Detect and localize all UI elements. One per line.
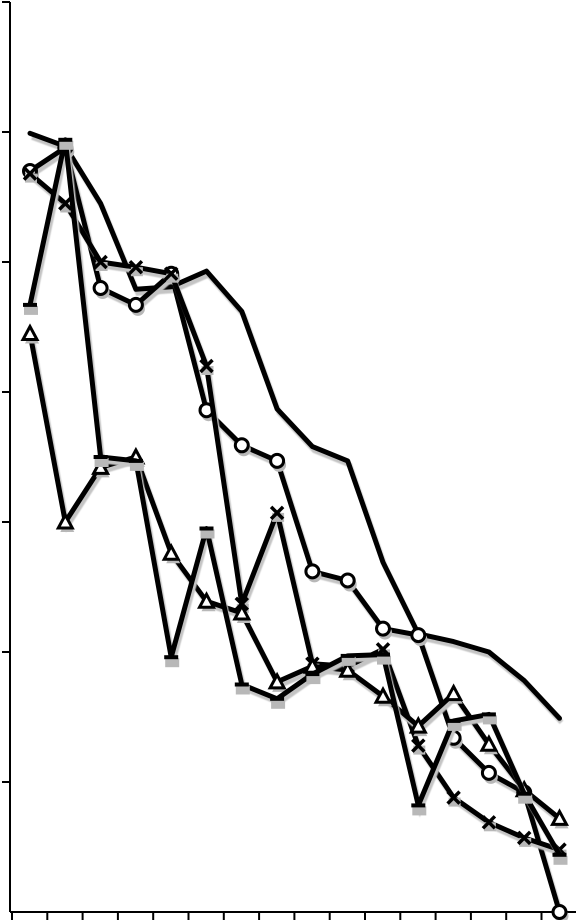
series-4-point-6 <box>196 591 217 609</box>
series-2-point-9 <box>304 563 321 580</box>
series-layer <box>20 130 570 920</box>
series-3-point-15 <box>516 830 532 846</box>
series-3-point-5 <box>163 266 179 281</box>
series-4-point-12 <box>408 715 428 734</box>
series-5-point-2-shadow <box>59 140 74 150</box>
series-3-point-3 <box>93 254 108 270</box>
series-2-point-8 <box>269 452 286 469</box>
series-3-point-14-shadow <box>483 822 496 832</box>
series-2-point-12 <box>410 627 427 644</box>
series-3-point-13-shadow <box>448 797 461 807</box>
series-2-line <box>27 145 562 915</box>
series-5-point-6-shadow <box>200 529 215 539</box>
series-3-point-8 <box>269 505 285 521</box>
series-4-point-1 <box>20 323 40 341</box>
series-5-bar <box>23 137 568 865</box>
series-3-point-5-shadow <box>166 273 179 283</box>
series-2-point-14 <box>480 764 497 781</box>
series-3-point-12 <box>411 738 426 753</box>
series-5-point-1-shadow <box>24 305 38 315</box>
series-3-point-3-shadow <box>95 262 108 271</box>
series-2-point-3 <box>92 280 109 296</box>
series-3-point-4 <box>128 259 144 275</box>
series-3-line <box>27 171 562 853</box>
series-3-point-15-shadow <box>519 837 532 847</box>
series-2-point-11 <box>375 620 391 637</box>
series-5-point-12-shadow <box>412 806 427 816</box>
series-3-point-1-shadow <box>25 173 37 183</box>
series-3-point-13 <box>446 790 461 805</box>
series-4-point-8 <box>267 671 287 690</box>
series-3-point-2 <box>58 196 73 211</box>
series-1-line <box>27 130 562 721</box>
series-4-point-13 <box>444 683 464 702</box>
series-4-point-16 <box>549 808 570 826</box>
series-2-point-16 <box>551 904 568 920</box>
series-1-none <box>27 130 564 725</box>
series-4-point-2 <box>55 511 75 530</box>
series-5-point-5-shadow <box>165 658 180 668</box>
series-5-point-4-shadow <box>129 461 144 471</box>
series-5-point-16-shadow <box>553 855 568 865</box>
series-4-point-5 <box>161 543 181 561</box>
series-5-point-14-shadow <box>482 715 497 725</box>
series-3-point-12-shadow <box>413 745 426 755</box>
series-5-point-7-shadow <box>235 685 250 695</box>
series-5-point-3-shadow <box>94 458 109 467</box>
series-5-point-13-shadow <box>447 721 462 731</box>
series-3-point-1 <box>22 166 38 181</box>
series-4-point-11 <box>373 686 393 704</box>
series-5-point-10-shadow <box>341 656 356 666</box>
series-4-point-10 <box>338 660 358 678</box>
series-2-point-4 <box>127 296 144 313</box>
series-4-point-14 <box>479 734 499 752</box>
series-5-point-11-shadow <box>377 655 391 665</box>
series-3-point-6-shadow <box>201 366 214 375</box>
series-3-point-8-shadow <box>272 512 285 522</box>
series-3-point-2-shadow <box>60 203 73 213</box>
series-5-point-8-shadow <box>271 699 286 709</box>
series-3-point-14 <box>481 815 497 830</box>
series-5-point-9-shadow <box>306 675 321 685</box>
series-5-point-15-shadow <box>518 794 533 804</box>
series-2-point-7 <box>233 437 250 454</box>
series-4-point-7 <box>232 602 252 621</box>
series-2-point-10 <box>339 572 356 589</box>
series-3-point-6 <box>199 358 214 374</box>
series-5-line <box>27 137 562 858</box>
series-3-point-4-shadow <box>130 267 143 277</box>
series-5-shadow <box>29 143 564 861</box>
